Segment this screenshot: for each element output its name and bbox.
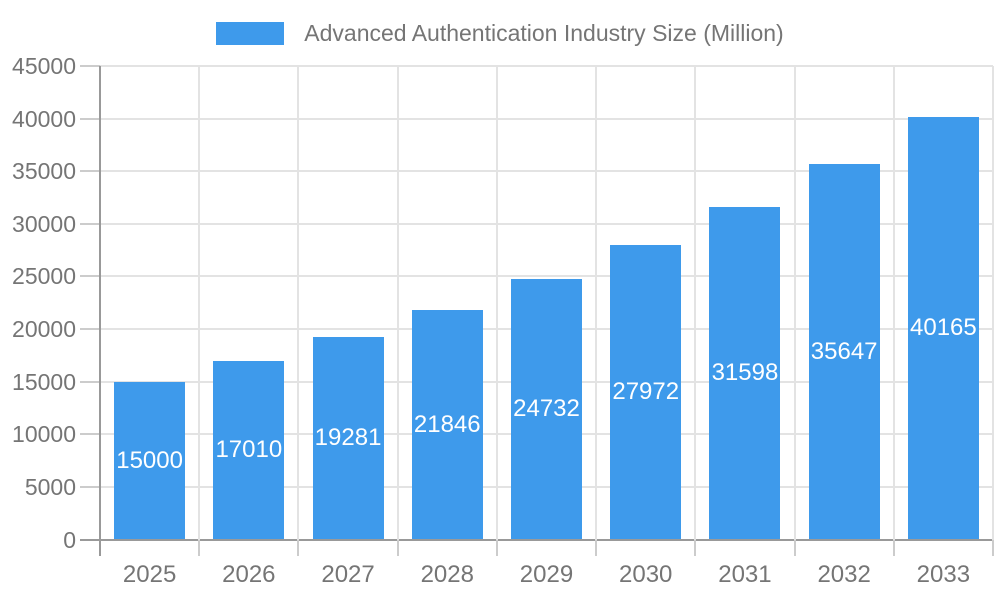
y-axis-label: 5000: [24, 473, 76, 500]
x-tick: [694, 539, 697, 556]
x-tick: [992, 539, 994, 556]
legend-item[interactable]: Advanced Authentication Industry Size (M…: [0, 18, 1000, 48]
bar[interactable]: [907, 116, 979, 540]
bar[interactable]: [610, 245, 682, 540]
x-gridline: [793, 66, 796, 540]
x-gridline: [198, 66, 201, 540]
x-gridline: [495, 66, 498, 540]
y-axis-label: 15000: [12, 368, 76, 395]
x-gridline: [892, 66, 895, 540]
x-axis-label: 2031: [718, 560, 772, 588]
y-axis-label: 10000: [12, 421, 76, 448]
x-gridline: [694, 66, 697, 540]
x-axis-label: 2029: [519, 560, 574, 588]
y-axis-label: 0: [63, 526, 76, 553]
x-gridline: [992, 66, 994, 540]
bar[interactable]: [709, 207, 781, 540]
y-axis-label: 45000: [12, 53, 76, 79]
bar[interactable]: [114, 381, 186, 540]
y-tick: [80, 433, 100, 436]
y-axis-line: [99, 66, 101, 556]
bar[interactable]: [312, 336, 384, 540]
bar[interactable]: [411, 309, 483, 540]
x-tick: [495, 539, 498, 556]
x-tick: [297, 539, 300, 556]
y-gridline: [100, 117, 993, 120]
x-gridline: [396, 66, 399, 540]
x-axis-label: 2028: [420, 560, 474, 588]
y-axis-label: 20000: [12, 316, 76, 343]
x-gridline: [297, 66, 300, 540]
y-tick: [80, 117, 100, 120]
y-tick: [80, 170, 100, 173]
x-axis-label: 2025: [122, 560, 177, 588]
legend-label: Advanced Authentication Industry Size (M…: [304, 19, 784, 46]
legend-swatch: [216, 21, 285, 45]
bar[interactable]: [511, 279, 582, 540]
y-tick: [80, 222, 100, 225]
y-tick: [80, 275, 100, 278]
y-axis-label: 25000: [12, 263, 76, 290]
x-tick: [793, 539, 796, 556]
x-tick: [892, 539, 895, 556]
x-axis-label: 2032: [817, 560, 871, 588]
y-tick: [80, 328, 100, 331]
x-axis-label: 2030: [619, 560, 673, 588]
x-gridline: [595, 66, 598, 540]
bar[interactable]: [808, 164, 880, 540]
x-axis-label: 2033: [916, 560, 971, 588]
y-axis-label: 40000: [12, 105, 76, 132]
y-tick: [80, 65, 100, 67]
y-tick: [80, 485, 100, 488]
x-tick: [396, 539, 399, 556]
x-tick: [595, 539, 598, 556]
y-axis-label: 35000: [12, 158, 76, 185]
y-axis-label: 30000: [12, 210, 76, 237]
x-axis-label: 2026: [222, 560, 276, 588]
x-tick: [198, 539, 201, 556]
y-gridline: [100, 65, 993, 67]
y-tick: [80, 380, 100, 383]
bar[interactable]: [213, 360, 285, 540]
x-axis-label: 2027: [321, 560, 375, 588]
